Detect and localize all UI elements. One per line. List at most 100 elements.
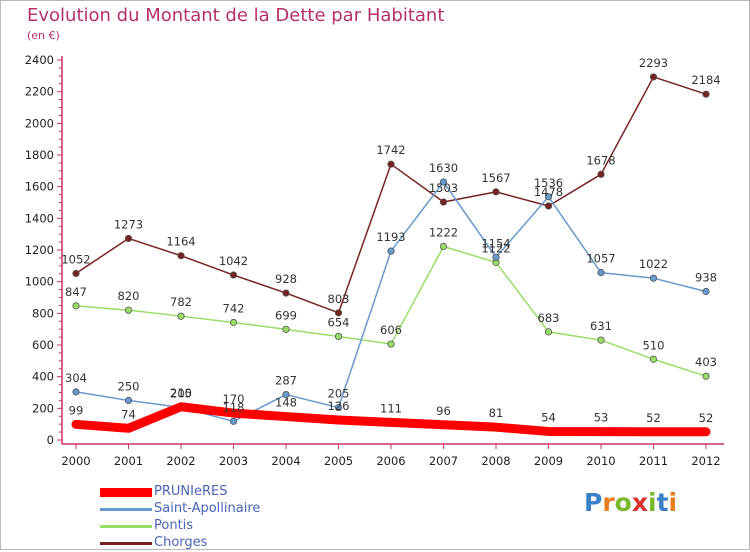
y-tick-label: 400 (32, 370, 54, 384)
data-label: 1273 (114, 217, 143, 231)
data-label: 1478 (534, 185, 563, 199)
data-point (439, 198, 448, 206)
data-point (177, 252, 185, 260)
chart-title: Evolution du Montant de la Dette par Hab… (27, 5, 445, 26)
x-tick-label: 2007 (429, 454, 458, 468)
data-label: 52 (699, 411, 714, 425)
data-label: 205 (328, 387, 350, 401)
data-point (334, 309, 343, 317)
y-tick-label: 600 (32, 338, 54, 352)
data-label: 304 (65, 371, 87, 385)
proxiti-logo: Proxiti (584, 488, 677, 517)
legend-label: Saint-Apollinaire (154, 501, 261, 516)
data-point (282, 390, 290, 399)
data-label: 74 (121, 407, 136, 421)
data-label: 99 (69, 403, 84, 417)
legend-swatch (100, 508, 152, 511)
data-point (597, 269, 605, 277)
data-label: 847 (65, 285, 87, 299)
data-label: 1536 (534, 176, 563, 190)
data-label: 126 (328, 399, 350, 413)
data-label: 403 (695, 355, 717, 369)
data-label: 96 (436, 404, 451, 418)
logo-letter: P (584, 488, 603, 517)
data-label: 111 (380, 401, 402, 415)
data-point (544, 202, 553, 210)
legend-item: Pontis (100, 518, 360, 535)
data-label: 170 (223, 392, 245, 406)
legend: PRUNIeRES Saint-Apollinaire Pontis Chorges (100, 484, 360, 552)
data-point (702, 90, 710, 98)
y-tick-label: 1800 (25, 148, 54, 162)
data-label: 54 (541, 410, 556, 424)
data-label: 683 (538, 311, 560, 325)
data-label: 52 (646, 411, 661, 425)
data-point (439, 242, 448, 251)
data-point (597, 336, 605, 344)
data-point (649, 274, 658, 282)
logo-letter: i (648, 488, 657, 517)
data-label: 1503 (429, 181, 458, 195)
data-label: 118 (223, 400, 245, 414)
data-label: 782 (170, 295, 192, 309)
data-label: 938 (695, 270, 717, 284)
logo-letter: i (668, 488, 678, 517)
legend-item: Saint-Apollinaire (100, 501, 360, 518)
data-label: 742 (223, 302, 245, 316)
data-point (387, 160, 395, 168)
legend-swatch (100, 525, 152, 528)
data-label: 1742 (376, 143, 405, 157)
logo-letter: x (631, 488, 648, 517)
x-tick-label: 2010 (586, 454, 615, 468)
data-point (124, 234, 133, 243)
data-point (229, 271, 238, 279)
data-label: 1630 (429, 161, 458, 175)
y-tick-label: 2000 (25, 116, 54, 130)
data-label: 1678 (586, 153, 615, 167)
data-point (439, 178, 448, 186)
data-label: 1042 (219, 254, 248, 268)
data-label: 510 (643, 338, 665, 352)
series-pontis (72, 242, 710, 380)
legend-swatch (100, 542, 152, 545)
data-point (124, 306, 133, 314)
series-prunieres (71, 402, 711, 437)
x-tick-label: 2006 (376, 454, 405, 468)
data-point (649, 355, 658, 363)
y-tick-label: 0 (47, 433, 54, 447)
data-point (72, 269, 80, 278)
data-label: 654 (328, 315, 350, 329)
data-label: 1122 (481, 241, 510, 255)
data-point (544, 328, 553, 336)
y-tick-label: 2200 (25, 85, 54, 99)
x-tick-label: 2004 (271, 454, 300, 468)
data-label: 1164 (166, 235, 195, 249)
data-point (334, 403, 343, 412)
data-label: 631 (590, 319, 612, 333)
data-label: 1022 (639, 257, 668, 271)
data-label: 1567 (481, 171, 510, 185)
data-point (282, 289, 290, 297)
data-label: 81 (489, 406, 504, 420)
series-layer (71, 73, 711, 437)
series-chorges (72, 73, 710, 317)
y-tick-label: 1400 (25, 211, 54, 225)
x-tick-label: 2009 (534, 454, 563, 468)
data-point (72, 388, 80, 396)
data-point (229, 417, 238, 425)
data-label: 928 (275, 272, 297, 286)
data-label: 606 (380, 323, 402, 337)
legend-item: Chorges (100, 535, 360, 552)
data-point (597, 170, 605, 178)
data-point (492, 188, 500, 196)
data-point (124, 396, 133, 405)
data-label: 2293 (639, 56, 668, 70)
series-line (71, 402, 711, 437)
y-tick-label: 800 (32, 306, 54, 320)
series-saint-apollinaire (72, 178, 710, 425)
axes: 0 200 400 600 800 1000 1200 1400 1600 1800 2000 220… (25, 53, 724, 468)
data-label: 1222 (429, 226, 458, 240)
data-point (649, 73, 658, 81)
y-tick-label: 1000 (25, 275, 54, 289)
data-point (702, 372, 710, 380)
